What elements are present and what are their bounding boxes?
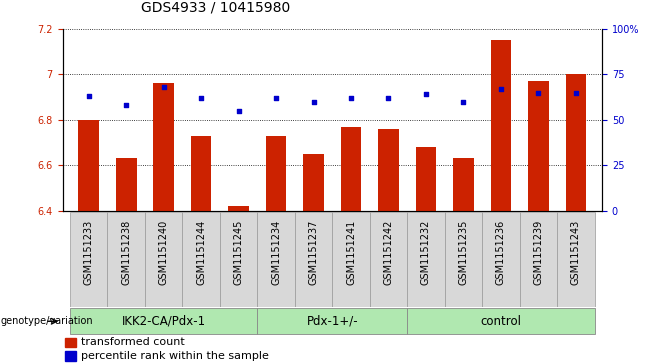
Bar <box>407 212 445 307</box>
Point <box>84 93 94 99</box>
Bar <box>482 212 520 307</box>
Bar <box>491 40 511 211</box>
Point <box>533 90 544 95</box>
Bar <box>528 81 549 211</box>
Bar <box>191 136 211 211</box>
Text: IKK2-CA/Pdx-1: IKK2-CA/Pdx-1 <box>122 315 206 328</box>
Text: GSM1151240: GSM1151240 <box>159 220 168 285</box>
Bar <box>565 74 586 211</box>
Bar <box>116 158 136 211</box>
Text: GDS4933 / 10415980: GDS4933 / 10415980 <box>141 0 291 15</box>
Text: GSM1151233: GSM1151233 <box>84 220 93 285</box>
Bar <box>378 129 399 211</box>
Text: GSM1151238: GSM1151238 <box>121 220 131 285</box>
Bar <box>257 308 407 334</box>
Bar <box>182 212 220 307</box>
Bar <box>341 127 361 211</box>
Bar <box>257 212 295 307</box>
Bar <box>416 147 436 211</box>
Point <box>196 95 207 101</box>
Bar <box>370 212 407 307</box>
Point <box>420 91 431 97</box>
Point <box>309 99 319 105</box>
Point <box>345 95 356 101</box>
Point <box>121 102 132 108</box>
Point <box>383 95 393 101</box>
Text: GSM1151236: GSM1151236 <box>496 220 506 285</box>
Bar <box>65 338 76 347</box>
Text: GSM1151244: GSM1151244 <box>196 220 206 285</box>
Text: GSM1151243: GSM1151243 <box>571 220 581 285</box>
Bar <box>266 136 286 211</box>
Bar <box>153 83 174 211</box>
Bar <box>70 212 107 307</box>
Point <box>495 86 506 92</box>
Point <box>570 90 581 95</box>
Bar <box>70 308 257 334</box>
Bar <box>407 308 595 334</box>
Text: GSM1151237: GSM1151237 <box>309 220 318 285</box>
Bar <box>107 212 145 307</box>
Text: GSM1151234: GSM1151234 <box>271 220 281 285</box>
Bar <box>295 212 332 307</box>
Bar <box>303 154 324 211</box>
Point <box>234 108 244 114</box>
Bar <box>453 158 474 211</box>
Bar <box>557 212 595 307</box>
Text: GSM1151245: GSM1151245 <box>234 220 243 285</box>
Bar <box>145 212 182 307</box>
Bar <box>65 351 76 361</box>
Point <box>159 84 169 90</box>
Bar <box>220 212 257 307</box>
Text: GSM1151235: GSM1151235 <box>459 220 468 285</box>
Point <box>458 99 468 105</box>
Text: GSM1151232: GSM1151232 <box>421 220 431 285</box>
Bar <box>520 212 557 307</box>
Text: Pdx-1+/-: Pdx-1+/- <box>307 315 358 328</box>
Point <box>271 95 282 101</box>
Bar <box>445 212 482 307</box>
Text: genotype/variation: genotype/variation <box>1 316 93 326</box>
Text: percentile rank within the sample: percentile rank within the sample <box>82 351 269 361</box>
Text: transformed count: transformed count <box>82 337 185 347</box>
Bar <box>228 206 249 211</box>
Text: GSM1151242: GSM1151242 <box>384 220 393 285</box>
Text: control: control <box>480 315 521 328</box>
Text: GSM1151241: GSM1151241 <box>346 220 356 285</box>
Text: GSM1151239: GSM1151239 <box>534 220 544 285</box>
Bar <box>332 212 370 307</box>
Bar <box>78 120 99 211</box>
